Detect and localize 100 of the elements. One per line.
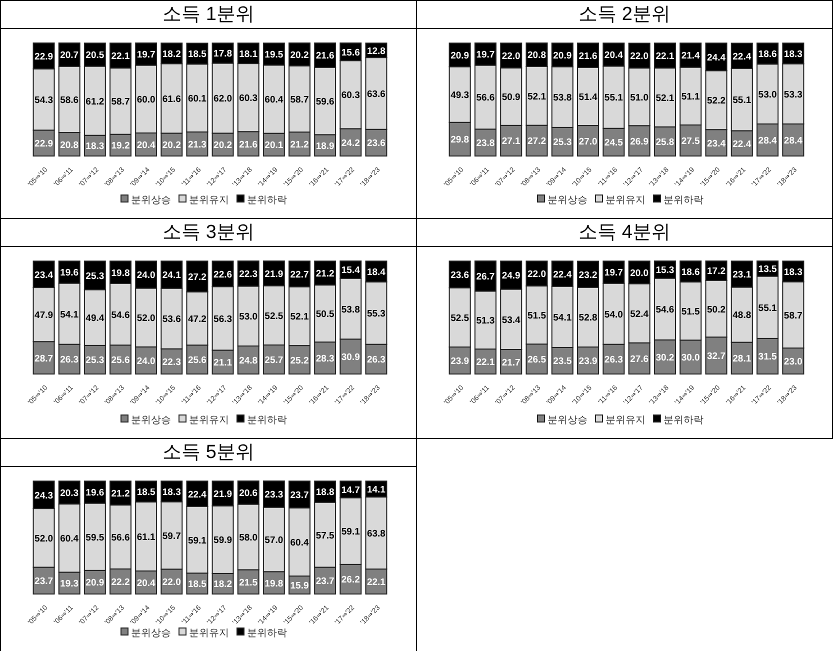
data-label: 54.3 <box>34 95 54 106</box>
data-label: 58.0 <box>239 532 258 544</box>
data-label: 23.1 <box>732 270 752 281</box>
data-label: 24.5 <box>604 138 624 149</box>
data-label: 20.9 <box>553 50 572 62</box>
data-label: 20.2 <box>162 140 181 152</box>
data-label: 63.8 <box>366 528 386 540</box>
data-label: 22.9 <box>34 51 54 62</box>
data-label: 60.3 <box>341 90 360 102</box>
data-label: 54.1 <box>553 312 572 324</box>
data-label: 60.4 <box>264 94 284 106</box>
data-label: 19.3 <box>60 578 79 590</box>
data-label: 54.0 <box>604 309 623 320</box>
data-label: 21.9 <box>214 488 232 500</box>
data-label: 52.5 <box>264 310 284 322</box>
data-label: 47.2 <box>188 314 206 325</box>
legend-label: 분위상승 <box>548 195 588 206</box>
data-label: 20.8 <box>528 50 546 62</box>
data-label: 21.2 <box>290 140 309 151</box>
data-label: 21.4 <box>681 50 701 62</box>
data-label: 22.0 <box>528 269 546 280</box>
data-label: 21.2 <box>111 488 130 500</box>
data-label: 20.2 <box>214 140 232 152</box>
data-label: 20.4 <box>604 50 624 62</box>
data-label: 19.5 <box>264 50 284 61</box>
data-label: 14.1 <box>366 484 386 496</box>
chart-title: 소득 3분위 <box>1 219 416 247</box>
data-label: 59.7 <box>162 530 181 542</box>
data-label: 20.1 <box>264 140 284 152</box>
data-label: 27.1 <box>502 136 522 148</box>
data-label: 52.4 <box>630 308 650 320</box>
data-label: 60.0 <box>136 94 156 106</box>
data-label: 30.2 <box>656 352 674 364</box>
data-label: 25.6 <box>111 355 130 366</box>
data-label: 57.5 <box>316 530 336 542</box>
data-label: 25.2 <box>290 355 309 366</box>
data-label: 59.9 <box>214 535 232 546</box>
data-label: 21.6 <box>239 139 258 150</box>
data-label: 27.2 <box>188 272 206 283</box>
data-label: 62.0 <box>214 94 232 105</box>
data-label: 52.1 <box>656 92 675 104</box>
data-label: 22.6 <box>214 269 232 280</box>
data-label: 25.3 <box>86 270 104 282</box>
data-label: 54.6 <box>656 304 674 316</box>
data-label: 20.9 <box>450 50 470 62</box>
data-label: 24.9 <box>502 270 520 282</box>
data-label: 21.2 <box>316 268 334 280</box>
data-label: 20.7 <box>60 50 79 62</box>
data-label: 61.2 <box>86 96 104 108</box>
data-label: 20.4 <box>136 578 156 589</box>
data-label: 22.4 <box>732 51 752 62</box>
data-label: 17.2 <box>707 266 726 278</box>
data-label: 63.6 <box>366 88 386 100</box>
data-label: 51.1 <box>681 92 701 103</box>
legend-label: 분위상승 <box>131 628 171 639</box>
data-label: 30.9 <box>341 352 360 364</box>
data-label: 18.3 <box>784 266 802 278</box>
legend-label: 분위상승 <box>131 415 171 426</box>
legend-label: 분위유지 <box>606 415 646 426</box>
data-label: 22.4 <box>553 269 572 280</box>
data-label: 57.0 <box>264 534 284 546</box>
data-label: 52.0 <box>34 533 54 544</box>
data-label: 51.5 <box>681 306 701 318</box>
data-label: 27.0 <box>578 136 598 148</box>
data-label: 32.7 <box>707 351 726 362</box>
data-label: 26.3 <box>60 354 79 366</box>
chart-title: 소득 2분위 <box>417 1 832 29</box>
data-label: 28.4 <box>758 135 778 146</box>
data-label: 21.5 <box>239 577 258 588</box>
data-label: 49.3 <box>450 90 470 102</box>
data-label: 21.1 <box>214 358 233 369</box>
data-label: 26.7 <box>476 272 495 283</box>
data-label: 24.0 <box>136 356 156 367</box>
data-label: 58.7 <box>784 310 802 322</box>
data-label: 15.9 <box>290 580 309 592</box>
legend-label: 분위유지 <box>189 415 229 426</box>
data-label: 17.8 <box>214 48 232 60</box>
data-label: 25.3 <box>553 137 572 148</box>
data-label: 51.0 <box>630 92 649 104</box>
data-label: 60.4 <box>290 537 310 548</box>
data-label: 20.3 <box>60 488 79 500</box>
data-label: 55.1 <box>732 95 752 106</box>
data-label: 18.5 <box>188 49 208 60</box>
data-label: 49.4 <box>86 313 105 324</box>
data-label: 19.7 <box>604 268 623 279</box>
legend-label: 분위하락 <box>247 628 287 639</box>
data-label: 22.3 <box>239 269 258 280</box>
data-label: 59.5 <box>86 532 105 544</box>
data-label: 50.2 <box>707 304 726 316</box>
data-label: 22.3 <box>162 356 181 368</box>
data-label: 54.6 <box>111 310 130 321</box>
data-label: 52.2 <box>707 96 726 107</box>
data-label: 26.3 <box>604 354 623 366</box>
data-label: 51.3 <box>476 316 495 327</box>
data-label: 19.7 <box>136 50 156 61</box>
data-label: 23.9 <box>450 356 470 368</box>
data-label: 59.1 <box>341 526 361 538</box>
data-label: 53.8 <box>341 304 360 316</box>
data-label: 52.5 <box>450 312 470 324</box>
data-label: 58.7 <box>290 94 309 106</box>
